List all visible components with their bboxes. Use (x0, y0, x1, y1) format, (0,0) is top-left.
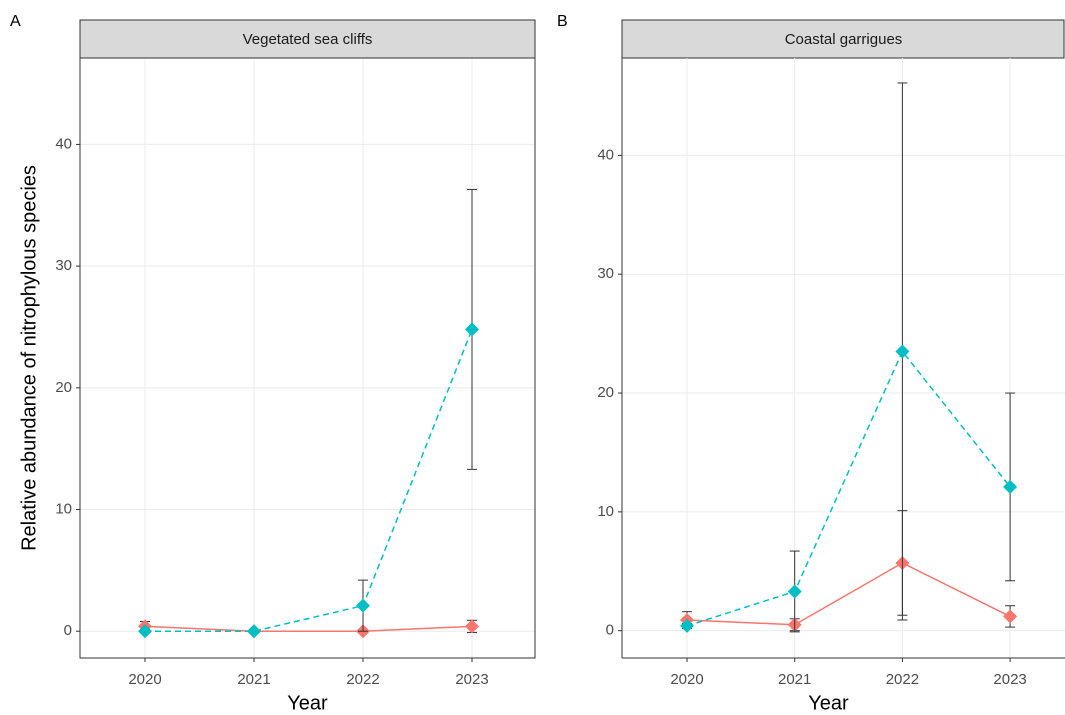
y-tick-label: 10 (597, 503, 614, 520)
point (680, 618, 694, 633)
x-tick-label: 2021 (237, 671, 270, 688)
strip-label: Coastal garrigues (785, 31, 903, 48)
panel-tag: A (10, 13, 21, 30)
y-tick-label: 10 (55, 500, 72, 517)
x-tick-label: 2023 (455, 671, 488, 688)
x-tick-label: 2020 (670, 671, 703, 688)
panel-border (79, 57, 536, 659)
x-tick-label: 2022 (886, 671, 919, 688)
y-tick-label: 20 (55, 379, 72, 396)
y-tick-label: 0 (64, 622, 72, 639)
y-tick-label: 40 (597, 146, 614, 163)
series-line (686, 562, 1011, 626)
x-tick-label: 2021 (778, 671, 811, 688)
point (356, 598, 370, 613)
point (895, 344, 910, 359)
x-axis-label: Year (808, 692, 849, 714)
x-tick-label: 2023 (993, 671, 1026, 688)
y-tick-label: 30 (597, 265, 614, 282)
point (1003, 479, 1018, 494)
x-tick-label: 2020 (128, 671, 161, 688)
y-axis-label: Relative abundance of nitrophylous speci… (18, 165, 40, 551)
point (787, 584, 802, 599)
panel-tag: B (557, 13, 568, 30)
x-tick-label: 2022 (346, 671, 379, 688)
y-tick-label: 40 (55, 135, 72, 152)
x-axis-label: Year (287, 692, 328, 714)
point (138, 624, 152, 639)
point (465, 322, 479, 337)
strip-label: Vegetated sea cliffs (243, 31, 373, 48)
y-tick-label: 20 (597, 384, 614, 401)
series-line (686, 350, 1011, 627)
series-line (145, 329, 473, 632)
point (1003, 609, 1018, 624)
point (465, 619, 479, 634)
strip (621, 19, 1065, 59)
series-line (144, 625, 473, 632)
y-tick-label: 0 (606, 622, 614, 639)
strip (79, 19, 536, 59)
point (247, 624, 261, 639)
y-tick-label: 30 (55, 257, 72, 274)
